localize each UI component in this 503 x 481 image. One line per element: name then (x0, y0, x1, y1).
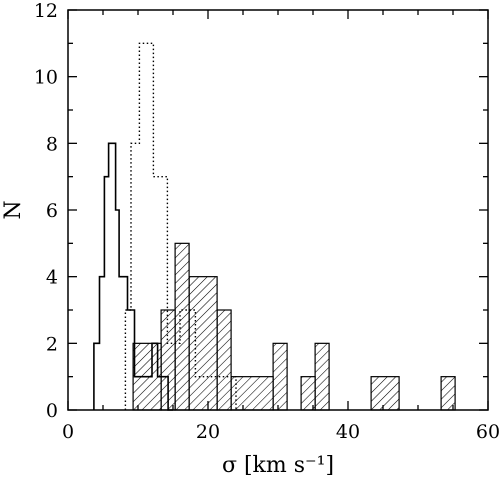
y-tick-label: 2 (46, 333, 58, 355)
y-tick-label: 10 (34, 67, 58, 89)
tick-labels: 0 20 40 60 0 2 4 6 8 10 12 (34, 0, 500, 443)
dotted-histogram (124, 42, 237, 410)
hatched-bar-9 (370, 376, 400, 411)
hatched-histogram (132, 242, 456, 411)
solid-step-line (93, 142, 173, 411)
y-tick-label: 6 (46, 200, 58, 222)
solid-histogram (93, 142, 173, 411)
hatched-bar-2 (174, 242, 190, 411)
x-tick-label: 40 (336, 421, 360, 443)
y-tick-label: 0 (46, 400, 58, 422)
dotted-step-line (124, 42, 237, 410)
hatched-bar-5 (230, 376, 274, 411)
hatched-bar-3 (188, 276, 218, 411)
y-tick-label: 12 (34, 0, 58, 22)
x-tick-label: 60 (476, 421, 500, 443)
y-tick-label: 4 (46, 267, 58, 289)
y-axis-label: N (1, 200, 26, 219)
x-axis-label: σ [km s⁻¹] (222, 453, 334, 478)
axis-ticks (67, 9, 489, 411)
y-tick-label: 8 (46, 133, 58, 155)
x-tick-label: 0 (62, 421, 74, 443)
hatched-bar-8 (314, 342, 330, 411)
hatched-bar-6 (272, 342, 288, 411)
hatched-bar-4 (216, 309, 232, 411)
x-tick-label: 20 (196, 421, 220, 443)
